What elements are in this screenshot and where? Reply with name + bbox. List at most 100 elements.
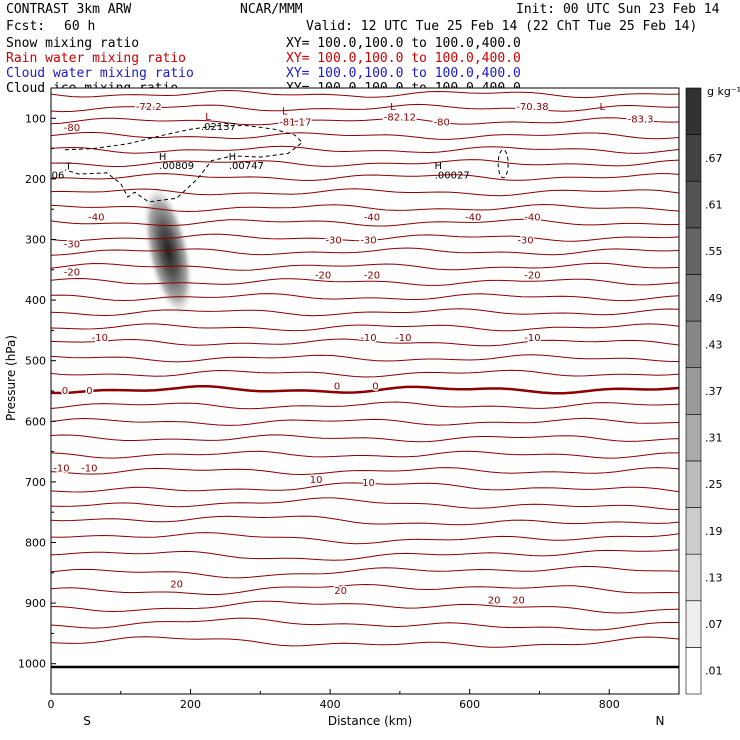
colorbar-label: .67 (705, 152, 723, 165)
isotherm-contour (51, 482, 679, 493)
colorbar-swatch (685, 180, 702, 229)
fcst-value: 60 h (64, 19, 96, 34)
isotherm-contours (51, 89, 679, 648)
contour-label: -10 (524, 333, 540, 344)
isotherm-contour (51, 600, 679, 614)
contour-label: 20 (170, 580, 183, 591)
colorbar-swatch (685, 227, 702, 275)
valid-time: Valid: 12 UTC Tue 25 Feb 14 (22 ChT Tue … (306, 19, 698, 34)
contour-label: -20 (315, 271, 331, 282)
isotherm-contour (51, 218, 679, 227)
y-tick-label: 600 (25, 415, 46, 428)
contour-label: -83.3 (628, 114, 654, 125)
x-tick-label: 800 (599, 698, 620, 711)
contour-label: -20 (64, 268, 80, 279)
extremum-value: .00809 (159, 161, 194, 172)
colorbar-label: .43 (705, 338, 723, 351)
colorbar: .01 .07 .13 .19 .25 .31 .37 .43 .49 .55 .61 .67 (685, 87, 723, 695)
isotherm-contour (51, 497, 679, 510)
isotherm-contour (51, 203, 679, 213)
isotherm-contour (51, 467, 679, 476)
contour-label: 0 (334, 382, 340, 393)
contour-label: -81.17 (279, 117, 311, 128)
isotherm-contour (51, 308, 679, 317)
contour-label: -72.2 (136, 102, 162, 113)
field-snow-name: Snow mixing ratio (6, 36, 140, 51)
isotherm-contour (51, 450, 679, 459)
colorbar-swatch (685, 320, 702, 368)
contour-label: -70.38 (516, 102, 548, 113)
field-cloudwater-range: XY= 100.0,100.0 to 100.0,400.0 (286, 66, 521, 81)
contour-label: -40 (524, 212, 540, 223)
snow-core (143, 189, 196, 326)
contour-label: 20 (334, 586, 347, 597)
colorbar-swatch (685, 87, 702, 135)
extremum-value: .00027 (435, 171, 470, 182)
isotherm-contour (51, 277, 679, 286)
isotherm-contour (51, 159, 679, 168)
y-tick-label: 100 (25, 112, 46, 125)
colorbar-label: .13 (705, 571, 723, 584)
isotherm-contour (51, 262, 679, 271)
y-tick-label: 1000 (18, 658, 46, 671)
colorbar-swatch (685, 367, 702, 415)
isotherm-contour (51, 549, 679, 561)
colorbar-label: .07 (705, 618, 723, 631)
y-tick-label: 700 (25, 476, 46, 489)
isotherm-contour (51, 89, 679, 99)
fcst-label: Fcst: (6, 19, 46, 34)
isotherm-contour (51, 583, 679, 595)
contour-label: -40 (88, 212, 104, 223)
colorbar-swatch (685, 553, 702, 602)
y-tick-label: 200 (25, 173, 46, 186)
colorbar-swatch (685, 274, 702, 322)
extremum-value: T (64, 162, 72, 173)
extremum-value: .00747 (229, 161, 264, 172)
colorbar-label: .19 (705, 525, 723, 538)
isotherm-contour (51, 338, 679, 347)
y-tick-label: 800 (25, 537, 46, 550)
y-tick-label: 900 (25, 597, 46, 610)
contour-label: -80 (434, 117, 450, 128)
freezing-level-contour (51, 385, 679, 395)
contour-label: -30 (325, 236, 341, 247)
isotherm-contour (51, 354, 679, 363)
high-marker: H (159, 152, 167, 163)
x-tick-label: 0 (48, 698, 55, 711)
colorbar-label: .49 (705, 292, 723, 305)
isotherm-contour (51, 515, 679, 526)
colorbar-swatch (685, 647, 702, 695)
contour-label: 10 (362, 478, 375, 489)
low-marker: L (282, 106, 288, 117)
contour-label: 0 (372, 382, 378, 393)
cloud-ice-contour (64, 125, 303, 203)
contour-label: -30 (360, 236, 376, 247)
low-marker: L (599, 102, 605, 113)
colorbar-label: .55 (705, 245, 723, 258)
colorbar-label: .31 (705, 432, 723, 445)
contour-labels: -72.2 -80 -81.17 -82.12 -80 -70.38 -83.3 -40 -40… (52, 101, 655, 608)
snow-shading (143, 189, 196, 326)
isotherm-contour (51, 323, 679, 332)
extremum-value: .02137 (201, 122, 236, 133)
contour-label: -30 (517, 236, 533, 247)
isotherm-contour (51, 532, 679, 545)
center-label: NCAR/MMM (240, 2, 303, 17)
y-tick-label: 500 (25, 355, 46, 368)
colorbar-label: .01 (705, 665, 723, 678)
high-marker: H (435, 161, 443, 172)
axes: 0 200 400 600 800100200300400500600700800900… (18, 112, 680, 711)
isotherm-contour (51, 188, 679, 197)
isotherm-contour (51, 293, 679, 302)
isotherm-contour (51, 103, 679, 113)
y-tick-label: 300 (25, 234, 46, 247)
contour-label: 0 (62, 386, 68, 397)
init-time: Init: 00 UTC Sun 23 Feb 14 (516, 2, 720, 17)
y-axis-title: Pressure (hPa) (4, 335, 18, 421)
isotherm-contour (51, 131, 679, 140)
contour-label: -30 (64, 240, 80, 251)
isotherm-contour (51, 369, 679, 378)
x-axis-title: Distance (km) (328, 714, 412, 728)
